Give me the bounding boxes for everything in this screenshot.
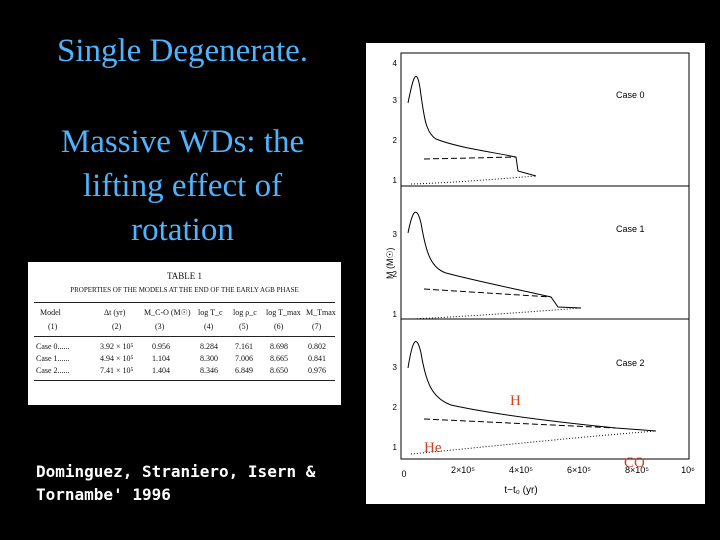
column-number: (1) (48, 322, 58, 331)
table-cell: 7.41 × 10⁵ (100, 366, 134, 375)
panel-label: Case 0 (616, 90, 645, 100)
column-header: log ρ_c (233, 308, 257, 317)
he-annotation: He (424, 440, 442, 456)
table-row: Case 1...... 4.94 × 10⁵ 1.104 8.300 7.00… (28, 354, 341, 364)
citation-line: Tornambe' 1996 (36, 485, 171, 504)
column-header: Δt (yr) (104, 308, 126, 317)
panel-label: Case 2 (616, 358, 645, 368)
table-cell: 8.346 (200, 366, 218, 375)
panel-frame (400, 318, 690, 460)
table-cell: 8.665 (270, 354, 288, 363)
table-rule (34, 302, 335, 303)
column-number: (3) (155, 322, 165, 331)
mass-evolution-figure: Case 0 Case 1 Case 2 1 2 3 4 1 2 3 1 2 3… (366, 43, 705, 504)
he-shell-curve (410, 307, 582, 320)
table-cell: Case 2...... (36, 366, 70, 375)
table-cell: 0.841 (308, 354, 326, 363)
slide-title: Single Degenerate. (56, 33, 309, 69)
h-annotation: H (510, 393, 521, 409)
table-caption: TABLE 1 (166, 271, 203, 281)
column-header: Model (40, 308, 61, 317)
x-tick-label: 4×10⁵ (509, 465, 533, 475)
co-annotation: CO (624, 455, 645, 471)
column-header: M_C-O (M☉) (144, 308, 191, 317)
column-number: (7) (312, 322, 322, 331)
table-cell: Case 1...... (36, 354, 70, 363)
x-tick-label: 6×10⁵ (567, 465, 591, 475)
column-header: M_Tmax (306, 308, 336, 317)
table-cell: 3.92 × 10⁵ (100, 342, 134, 351)
properties-table: TABLE 1 PROPERTIES OF THE MODELS AT THE … (28, 262, 341, 405)
h-shell-curve (423, 156, 517, 160)
x-tick-label: 8×10⁵ (625, 465, 649, 475)
citation: Dominguez, Straniero, Isern & Tornambe' … (36, 460, 315, 506)
column-number: (2) (112, 322, 122, 331)
column-number: (5) (239, 322, 249, 331)
table-cell: 0.956 (152, 342, 170, 351)
table-cell: 1.404 (152, 366, 170, 375)
column-header: log T_max (266, 308, 301, 317)
x-tick-label: 2×10⁵ (451, 465, 475, 475)
y-tick-label: 3 (393, 96, 398, 105)
table-header-row: Model Δt (yr) M_C-O (M☉) log T_c log ρ_c… (28, 308, 341, 318)
table-cell: 0.976 (308, 366, 326, 375)
table-row: Case 0...... 3.92 × 10⁵ 0.956 8.284 7.16… (28, 342, 341, 352)
table-cell: 7.161 (235, 342, 253, 351)
subtitle-line: Massive WDs: the (60, 124, 305, 160)
panel-frame (400, 52, 690, 187)
x-tick-label: 10⁶ (681, 465, 695, 475)
citation-line: Dominguez, Straniero, Isern & (36, 462, 316, 481)
figure-svg: Case 0 Case 1 Case 2 1 2 3 4 1 2 3 1 2 3… (385, 52, 695, 496)
table-cell: 7.006 (235, 354, 253, 363)
subtitle-line: lifting effect of (82, 168, 283, 204)
subtitle-line: rotation (131, 212, 234, 248)
table-number-row: (1) (2) (3) (4) (5) (6) (7) (28, 322, 341, 332)
y-tick-label: 1 (393, 310, 398, 319)
table-rule (34, 336, 335, 337)
table-cell: 4.94 × 10⁵ (100, 354, 134, 363)
y-tick-label: 1 (393, 176, 398, 185)
table-cell: 0.802 (308, 342, 326, 351)
y-tick-label: 3 (393, 363, 398, 372)
x-axis-label: t−t₀ (yr) (504, 485, 537, 496)
total-mass-curve (407, 211, 582, 309)
y-tick-label: 1 (393, 443, 398, 452)
column-number: (6) (274, 322, 284, 331)
table-row: Case 2...... 7.41 × 10⁵ 1.404 8.346 6.84… (28, 366, 341, 376)
table-cell: 6.849 (235, 366, 253, 375)
slide-subtitle: Massive WDs: the lifting effect of rotat… (20, 120, 345, 252)
table-heading: PROPERTIES OF THE MODELS AT THE END OF T… (70, 286, 299, 294)
table-cell: 1.104 (152, 354, 170, 363)
y-axis-label: M (M☉) (385, 247, 395, 279)
x-tick-label: 0 (401, 469, 406, 479)
panel-label: Case 1 (616, 224, 645, 234)
h-shell-curve (423, 418, 617, 429)
panel-frame (400, 185, 690, 320)
table-cell: 8.698 (270, 342, 288, 351)
table-cell: 8.284 (200, 342, 218, 351)
total-mass-curve (407, 75, 537, 177)
table-cell: Case 0...... (36, 342, 70, 351)
table-rule (34, 380, 335, 381)
column-header: log T_c (198, 308, 223, 317)
y-tick-label: 2 (393, 270, 398, 279)
he-shell-curve (410, 175, 537, 185)
table-cell: 8.650 (270, 366, 288, 375)
total-mass-curve (407, 340, 657, 432)
y-tick-label: 2 (393, 136, 398, 145)
y-tick-label: 4 (393, 59, 398, 68)
column-number: (4) (204, 322, 214, 331)
table-cell: 8.300 (200, 354, 218, 363)
h-shell-curve (423, 288, 552, 298)
he-shell-curve (410, 430, 657, 455)
y-tick-label: 2 (393, 403, 398, 412)
y-tick-label: 3 (393, 230, 398, 239)
